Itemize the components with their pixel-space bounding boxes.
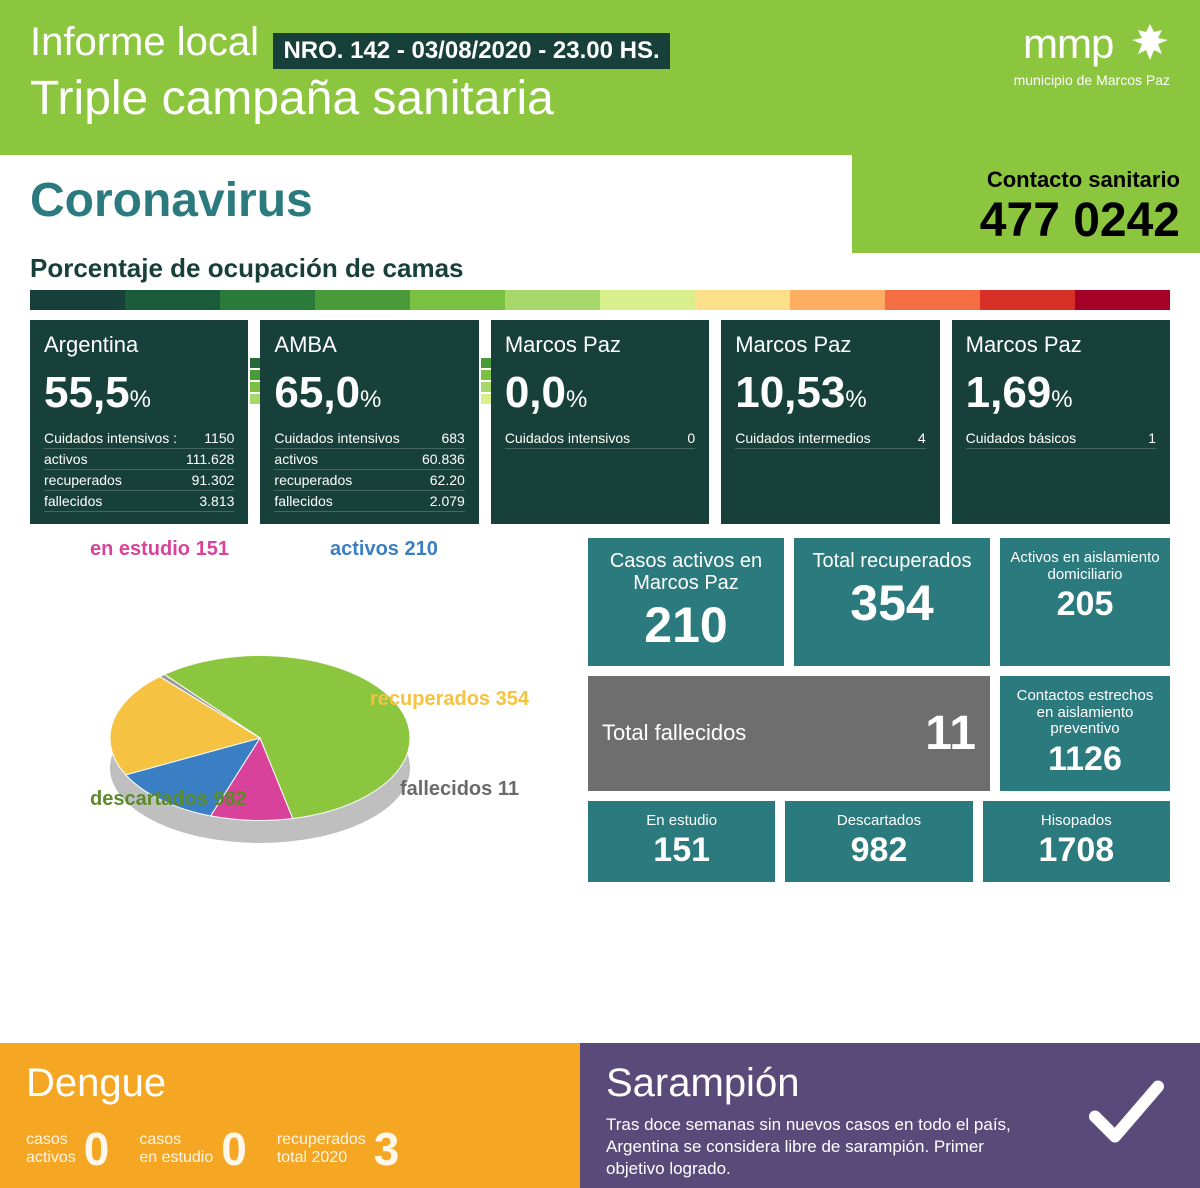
- dengue-stat: casos activos0: [26, 1122, 109, 1176]
- occupancy-card-1: AMBA65,0%Cuidados intensivos683activos60…: [260, 320, 478, 524]
- pie-label: activos 210: [330, 538, 438, 561]
- leaf-icon: [1130, 22, 1170, 72]
- dengue-title: Dengue: [26, 1061, 554, 1106]
- logo-subtitle: municipio de Marcos Paz: [1014, 72, 1170, 88]
- stat-en-estudio: En estudio 151: [588, 801, 775, 883]
- report-badge: NRO. 142 - 03/08/2020 - 23.00 HS.: [273, 33, 669, 69]
- pie-label: en estudio 151: [90, 538, 229, 561]
- occupancy-card-3: Marcos Paz10,53%Cuidados intermedios4: [721, 320, 939, 524]
- stat-recuperados: Total recuperados 354: [794, 538, 990, 666]
- occupancy-card-0: Argentina55,5%Cuidados intensivos :1150a…: [30, 320, 248, 524]
- pie-column: en estudio 151 activos 210 recuperados 354…: [30, 538, 570, 918]
- stat-hisopados: Hisopados 1708: [983, 801, 1170, 883]
- stats-column: Casos activos en Marcos Paz 210 Total re…: [588, 538, 1170, 918]
- pie-label: recuperados 354: [370, 688, 529, 711]
- sarampion-block: Sarampión Tras doce semanas sin nuevos c…: [580, 1043, 1200, 1188]
- pie-label: descartados 982: [90, 788, 247, 811]
- stat-aislamiento: Activos en aislamiento domiciliario 205: [1000, 538, 1170, 666]
- mid-section: en estudio 151 activos 210 recuperados 354…: [0, 524, 1200, 918]
- bottom-row: Dengue casos activos0 casos en estudio0 re…: [0, 1043, 1200, 1188]
- sarampion-text: Tras doce semanas sin nuevos casos en to…: [606, 1114, 1046, 1180]
- stat-contactos: Contactos estrechos en aislamiento preve…: [1000, 676, 1170, 791]
- spectrum-bar: [30, 290, 1170, 310]
- check-icon: [1080, 1068, 1170, 1163]
- contact-number: 477 0242: [872, 193, 1180, 248]
- subheader-row: Coronavirus Contacto sanitario 477 0242: [0, 155, 1200, 253]
- occupancy-cards: Argentina55,5%Cuidados intensivos :1150a…: [0, 320, 1200, 524]
- occupancy-card-4: Marcos Paz1,69%Cuidados básicos1: [952, 320, 1170, 524]
- pie-label: fallecidos 11: [400, 778, 519, 801]
- stat-descartados: Descartados 982: [785, 801, 972, 883]
- header-titles: Informe local NRO. 142 - 03/08/2020 - 23…: [30, 20, 670, 126]
- coronavirus-title: Coronavirus: [30, 173, 822, 228]
- dengue-stat: recuperados total 20203: [277, 1122, 400, 1176]
- header: Informe local NRO. 142 - 03/08/2020 - 23…: [0, 0, 1200, 155]
- dengue-stat: casos en estudio0: [139, 1122, 246, 1176]
- occupancy-title: Porcentaje de ocupación de camas: [0, 253, 1200, 284]
- dengue-block: Dengue casos activos0 casos en estudio0 re…: [0, 1043, 580, 1188]
- stat-casos-activos: Casos activos en Marcos Paz 210: [588, 538, 784, 666]
- stat-fallecidos: Total fallecidos 11: [588, 676, 990, 791]
- header-line2: Triple campaña sanitaria: [30, 71, 670, 126]
- header-line1: Informe local: [30, 20, 259, 64]
- logo: mmp municipio de Marcos Paz: [1014, 20, 1170, 88]
- contact-block: Contacto sanitario 477 0242: [852, 155, 1200, 253]
- contact-label: Contacto sanitario: [872, 167, 1180, 193]
- logo-text: mmp: [1023, 20, 1113, 67]
- pie-chart: [30, 538, 570, 918]
- occupancy-card-2: Marcos Paz0,0%Cuidados intensivos0: [491, 320, 709, 524]
